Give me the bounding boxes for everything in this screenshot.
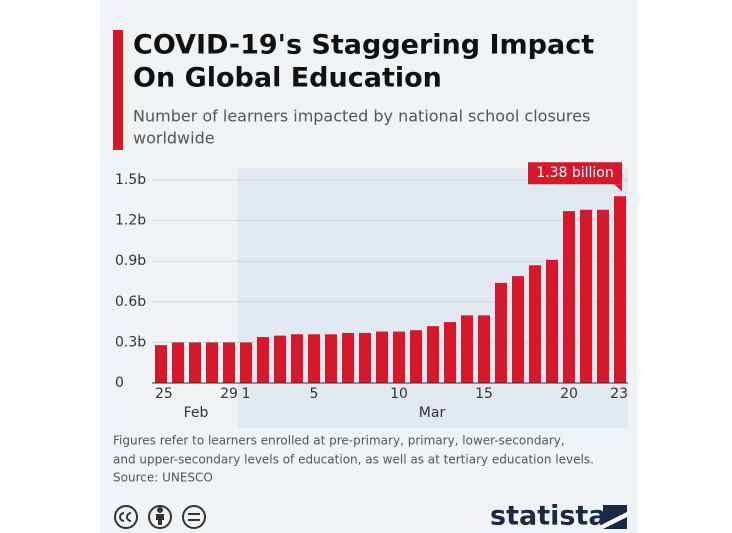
bar	[359, 332, 371, 383]
bar	[206, 342, 218, 383]
bar	[410, 330, 422, 383]
bar	[155, 345, 167, 383]
value-label: 1.38 billion	[536, 165, 614, 181]
y-tick-label: 1.2b	[115, 213, 146, 229]
brand-icon	[603, 505, 627, 529]
y-tick-label: 1.5b	[115, 172, 146, 188]
bar	[563, 211, 575, 383]
x-tick-label: 23	[610, 386, 628, 402]
footnote: and upper-secondary levels of education,…	[113, 453, 594, 467]
bar	[495, 282, 507, 383]
bar	[274, 335, 286, 383]
bar	[257, 336, 269, 383]
license-icons	[114, 505, 206, 529]
brand: statista	[490, 501, 607, 532]
y-tick-label: 0.9b	[115, 253, 146, 269]
value-label-pointer	[614, 184, 622, 192]
x-tick-label: 29	[220, 386, 238, 402]
title-accent	[113, 30, 123, 150]
value-label-box	[528, 162, 622, 185]
bar	[427, 326, 439, 383]
title: On Global Education	[133, 63, 442, 94]
bar	[444, 322, 456, 383]
bar	[546, 259, 558, 383]
bar	[172, 342, 184, 383]
source: Source: UNESCO	[113, 471, 213, 485]
bar	[325, 334, 337, 383]
bar	[291, 334, 303, 383]
bar	[597, 209, 609, 383]
x-tick-label: 20	[560, 386, 578, 402]
y-tick-label: 0.3b	[115, 334, 146, 350]
bar	[512, 276, 524, 383]
title: COVID-19's Staggering Impact	[133, 30, 594, 61]
x-tick-label: 25	[155, 386, 173, 402]
x-tick-label: 10	[390, 386, 408, 402]
bar	[342, 332, 354, 383]
bar	[461, 315, 473, 383]
bar	[240, 342, 252, 383]
bar	[308, 334, 320, 383]
footnote: Figures refer to learners enrolled at pr…	[113, 434, 565, 448]
bar	[189, 342, 201, 383]
bar	[393, 331, 405, 383]
y-tick-label: 0.6b	[115, 294, 146, 310]
bar	[478, 315, 490, 383]
x-tick-label: 1	[242, 386, 251, 402]
bar	[614, 196, 626, 383]
subtitle: Number of learners impacted by national …	[133, 107, 590, 126]
x-group-label: Feb	[184, 405, 209, 421]
month-shade	[237, 168, 628, 428]
bar	[376, 331, 388, 383]
subtitle: worldwide	[133, 129, 215, 148]
bar	[580, 209, 592, 383]
x-tick-label: 15	[475, 386, 493, 402]
x-tick-label: 5	[310, 386, 319, 402]
x-group-label: Mar	[419, 405, 446, 421]
bar	[223, 342, 235, 383]
y-tick-label: 0	[115, 375, 124, 391]
bar	[529, 265, 541, 383]
